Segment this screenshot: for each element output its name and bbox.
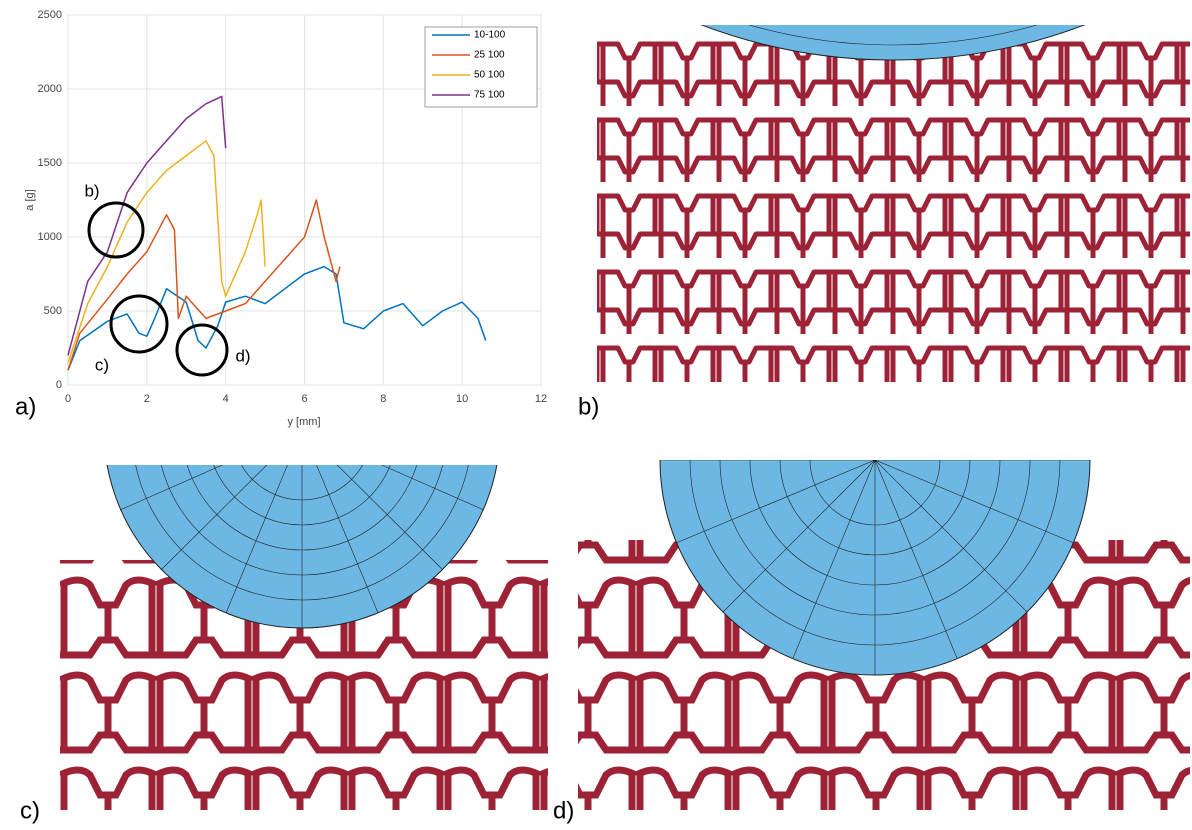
y-tick-label: 2000 <box>38 83 62 95</box>
sim-c <box>60 465 548 810</box>
annotation-circles <box>87 201 229 377</box>
x-tick-label: 2 <box>144 393 150 405</box>
legend-label: 10-100 <box>474 30 506 41</box>
legend-label: 50 100 <box>474 70 505 81</box>
panel-label: d) <box>553 797 574 824</box>
x-tick-label: 0 <box>65 393 71 405</box>
series-line <box>67 265 487 371</box>
y-tick-label: 500 <box>44 305 62 317</box>
panel-label: b) <box>578 393 599 420</box>
series-line <box>67 95 227 356</box>
series-line <box>67 140 266 364</box>
x-axis-label: y [mm] <box>288 416 321 428</box>
panel-label: a) <box>15 393 36 420</box>
x-tick-label: 12 <box>535 393 547 405</box>
y-tick-label: 1500 <box>38 157 62 169</box>
x-tick-label: 8 <box>380 393 386 405</box>
annotation: b) <box>84 181 99 200</box>
x-tick-label: 10 <box>456 393 468 405</box>
x-tick-label: 6 <box>301 393 307 405</box>
annotation: d) <box>235 346 250 365</box>
legend <box>424 26 538 108</box>
legend-label: 25 100 <box>474 50 505 61</box>
sim-d <box>578 460 1190 810</box>
annotation: c) <box>95 355 109 374</box>
series-line <box>67 199 341 371</box>
panel-label: c) <box>20 797 40 824</box>
y-tick-label: 1000 <box>38 231 62 243</box>
legend-label: 75 100 <box>474 90 505 101</box>
y-tick-label: 2500 <box>38 9 62 21</box>
x-tick-label: 4 <box>223 393 229 405</box>
y-axis-label: a [g] <box>24 189 36 210</box>
sim-b <box>597 25 1190 382</box>
y-tick-label: 0 <box>56 379 62 391</box>
